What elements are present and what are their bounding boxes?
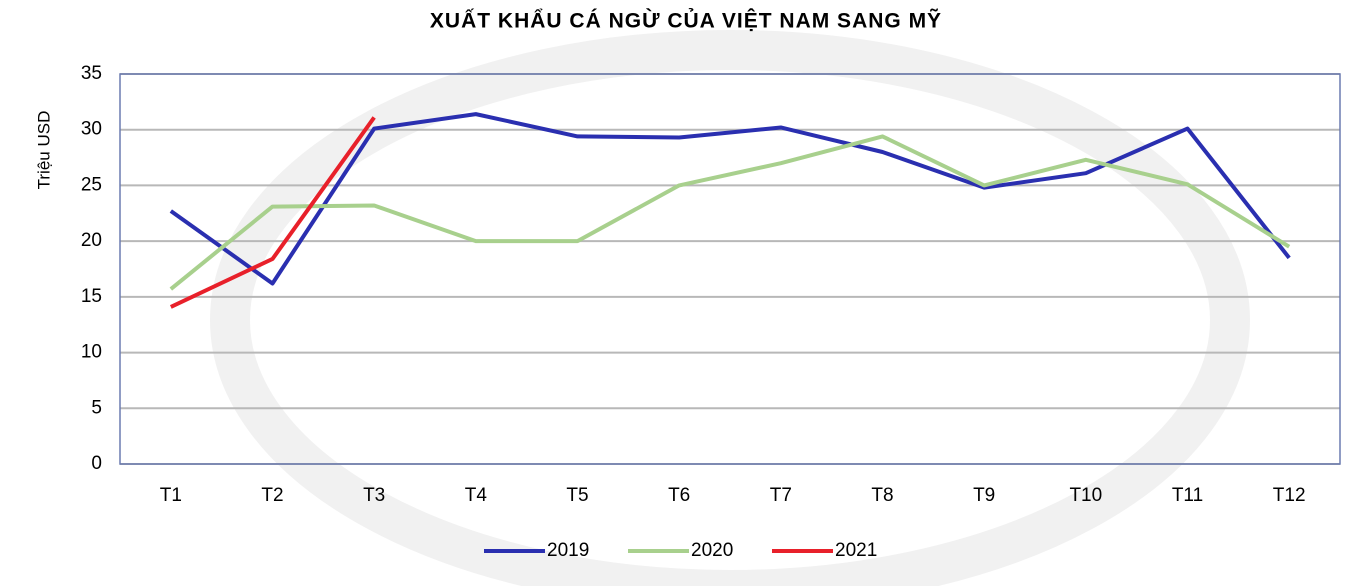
y-tick-label: 20 [81, 230, 102, 251]
x-tick-label: T6 [668, 485, 690, 506]
legend-label: 2019 [547, 540, 589, 561]
x-tick-label: T9 [973, 485, 995, 506]
y-axis-label: Triệu USD [34, 111, 53, 190]
x-tick-label: T10 [1069, 485, 1102, 506]
series-line [169, 134, 1291, 291]
legend-label: 2021 [835, 540, 877, 561]
x-tick-label: T7 [770, 485, 792, 506]
x-tick-label: T5 [566, 485, 588, 506]
x-tick-label: T3 [363, 485, 385, 506]
x-tick-label: T1 [160, 485, 182, 506]
x-tick-label: T8 [871, 485, 893, 506]
y-tick-label: 5 [91, 397, 102, 418]
x-tick-label: T2 [261, 485, 283, 506]
x-tick-label: T12 [1273, 485, 1306, 506]
x-tick-label: T4 [465, 485, 488, 506]
y-tick-label: 10 [81, 342, 102, 363]
y-tick-label: 0 [91, 453, 102, 474]
chart-title: XUẤT KHẨU CÁ NGỪ CỦA VIỆT NAM SANG MỸ [430, 9, 942, 33]
x-tick-label: T11 [1172, 485, 1203, 506]
plot-frame [119, 73, 1341, 465]
watermark [210, 30, 1250, 586]
y-tick-label: 30 [81, 119, 102, 140]
series-line [169, 116, 376, 309]
y-tick-label: 25 [81, 174, 102, 195]
y-tick-label: 15 [81, 286, 102, 307]
legend-label: 2020 [691, 540, 733, 561]
y-tick-label: 35 [81, 63, 102, 84]
